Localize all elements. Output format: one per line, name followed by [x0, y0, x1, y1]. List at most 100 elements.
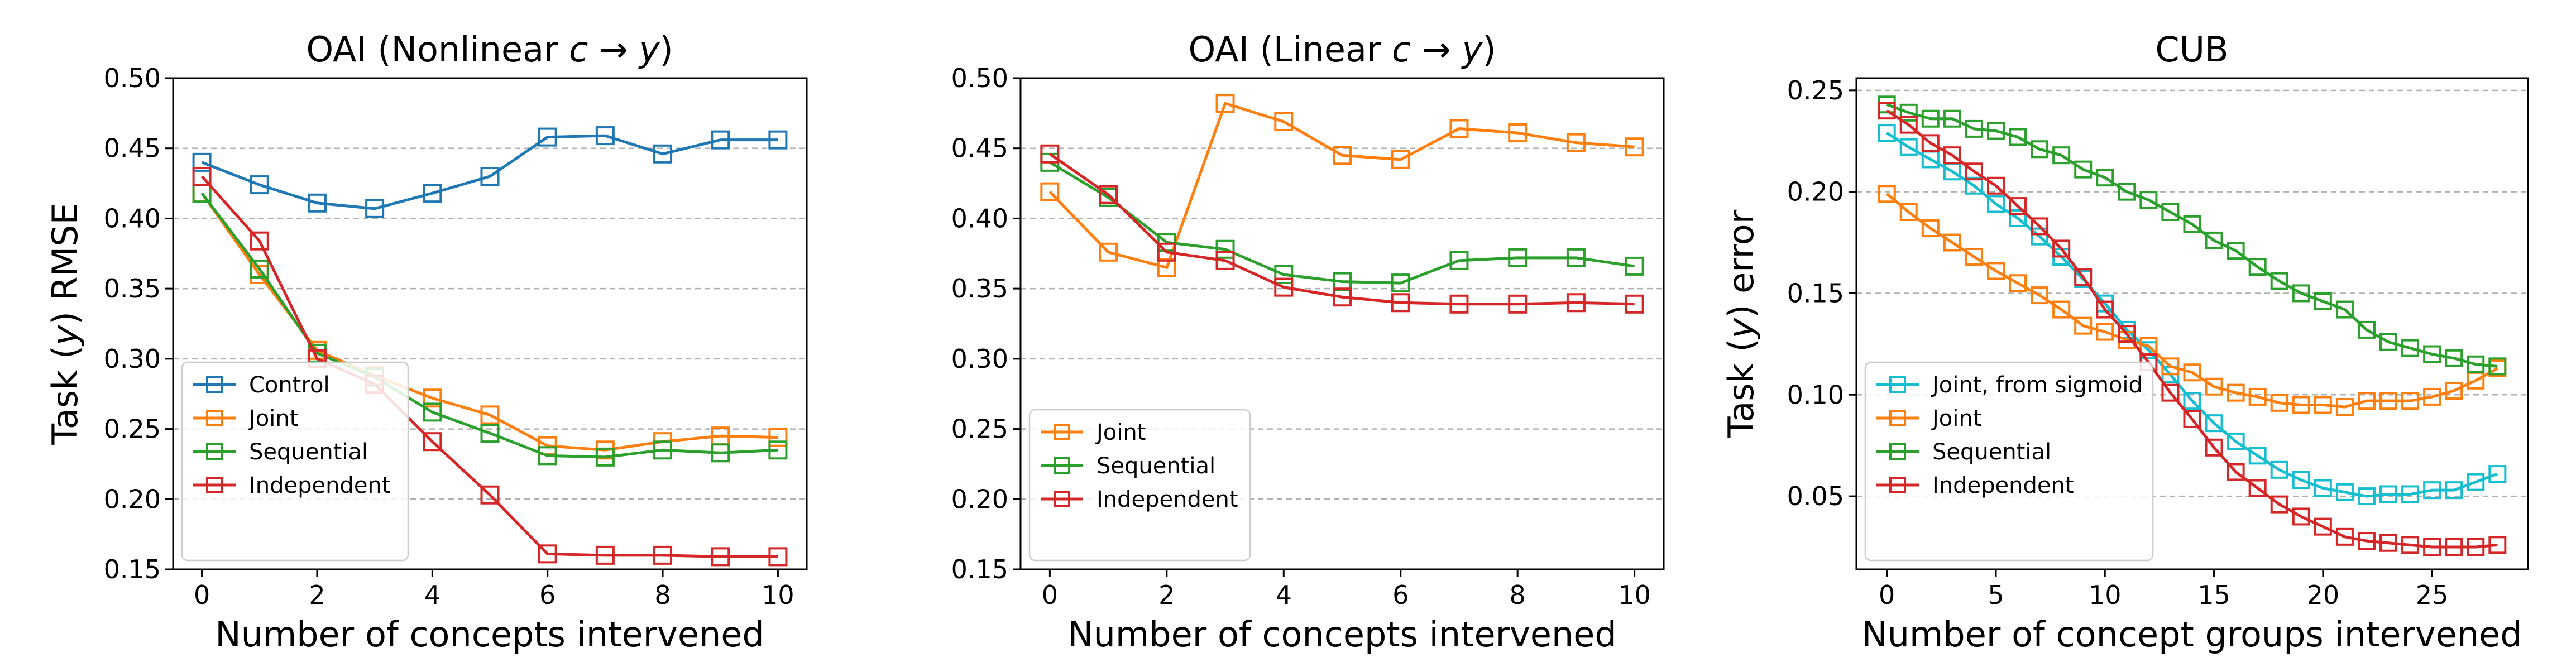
legend: Control Joint Sequential Independent: [181, 361, 409, 562]
data-point: [192, 167, 212, 186]
data-point: [1921, 134, 1940, 152]
legend-marker: [1054, 457, 1070, 474]
data-point: [1943, 233, 1961, 252]
data-point: [1274, 112, 1294, 131]
data-point: [1157, 242, 1176, 262]
data-point: [1449, 294, 1469, 314]
data-point: [2009, 209, 2027, 227]
x-tick-label: 15: [2197, 580, 2230, 610]
data-point: [1508, 248, 1528, 267]
data-point: [2205, 414, 2223, 433]
y-tick-label: 0.30: [104, 344, 161, 374]
data-point: [2227, 463, 2245, 481]
data-point: [2270, 460, 2288, 479]
data-point: [1943, 109, 1961, 128]
axis-ticks: 0.15 0.20 0.25 0.30 0.35 0.40 0.45 0.50 0 2 4 6 8 10: [104, 63, 794, 610]
data-point: [1391, 150, 1410, 169]
data-point: [2488, 536, 2507, 554]
data-point: [2292, 507, 2310, 526]
y-tick-label: 0.25: [1787, 75, 1844, 105]
data-point: [250, 259, 269, 279]
data-point: [711, 130, 730, 150]
data-point: [2183, 363, 2201, 382]
data-point: [423, 184, 442, 203]
x-tick-label: 20: [2307, 580, 2340, 610]
data-point: [2314, 479, 2332, 497]
data-point: [2401, 339, 2420, 357]
data-point: [1899, 138, 1918, 156]
y-tick-label: 0.40: [104, 203, 161, 233]
series-line: [1886, 103, 2498, 368]
data-point: [1986, 122, 2005, 140]
data-point: [2031, 227, 2049, 246]
data-point: [480, 405, 500, 425]
data-point: [653, 440, 673, 460]
y-tick-label: 0.40: [951, 203, 1008, 233]
data-point: [2205, 438, 2223, 457]
x-tick-label: 4: [1276, 580, 1292, 610]
data-point: [2467, 355, 2485, 373]
data-point: [2009, 128, 2027, 146]
data-point: [1215, 94, 1235, 113]
data-point: [2357, 392, 2376, 410]
legend-label: Independent: [1097, 487, 1238, 512]
data-point: [2423, 538, 2441, 556]
data-point: [2161, 383, 2180, 402]
data-point: [2248, 258, 2267, 276]
data-point: [365, 199, 385, 218]
data-point: [1333, 287, 1352, 307]
data-point: [2031, 217, 2049, 236]
data-point: [2401, 392, 2420, 410]
data-point: [2118, 183, 2136, 201]
chart-oai-nonlinear: OAI (Nonlinear c → y) 0.150.200.250.300.…: [45, 29, 808, 655]
data-point: [595, 447, 615, 467]
data-point: [1566, 293, 1586, 313]
data-point: [2248, 447, 2267, 465]
data-point: [2052, 300, 2071, 319]
plot-series: [1040, 94, 1644, 314]
x-tick-label: 2: [309, 580, 325, 610]
x-tick-label: 6: [539, 580, 556, 610]
y-tick-label: 0.25: [951, 414, 1008, 444]
grid-lines: [1856, 89, 2528, 497]
y-tick-label: 0.20: [104, 484, 161, 514]
legend-marker: [1054, 424, 1070, 440]
data-point: [2292, 396, 2310, 414]
data-point: [2423, 345, 2441, 363]
x-tick-label: 4: [424, 580, 440, 610]
y-tick-label: 0.05: [1787, 481, 1844, 511]
data-point: [2270, 394, 2288, 412]
data-point: [595, 126, 615, 146]
legend-label: Independent: [249, 473, 391, 498]
y-tick-label: 0.45: [104, 133, 161, 164]
data-point: [1899, 116, 1918, 134]
data-point: [307, 193, 327, 213]
legend-marker: [1054, 491, 1070, 507]
data-point: [1986, 262, 2005, 280]
data-point: [1878, 124, 1896, 142]
data-point: [2357, 532, 2376, 550]
chart-title: OAI (Linear c → y): [1188, 29, 1496, 70]
x-tick-label: 10: [2089, 580, 2122, 610]
data-point: [1215, 251, 1235, 270]
data-point: [768, 428, 788, 447]
data-point: [480, 485, 500, 505]
data-point: [1274, 277, 1294, 297]
data-point: [1899, 203, 1918, 221]
data-point: [2139, 191, 2158, 209]
data-point: [1965, 248, 1983, 266]
data-point: [2314, 517, 2332, 536]
data-point: [250, 175, 269, 195]
axis-ticks: 0.05 0.10 0.15 0.20 0.25 0 5 10 15 20 25: [1787, 75, 2449, 610]
data-point: [423, 388, 442, 408]
data-point: [1965, 162, 1983, 181]
data-point: [1986, 195, 2005, 213]
data-point: [2314, 396, 2332, 414]
data-point: [711, 547, 730, 567]
data-point: [1986, 176, 2005, 195]
y-tick-label: 0.25: [104, 414, 161, 444]
data-point: [480, 167, 500, 186]
data-point: [2161, 203, 2180, 221]
x-axis-label: Number of concepts intervened: [1067, 614, 1617, 655]
